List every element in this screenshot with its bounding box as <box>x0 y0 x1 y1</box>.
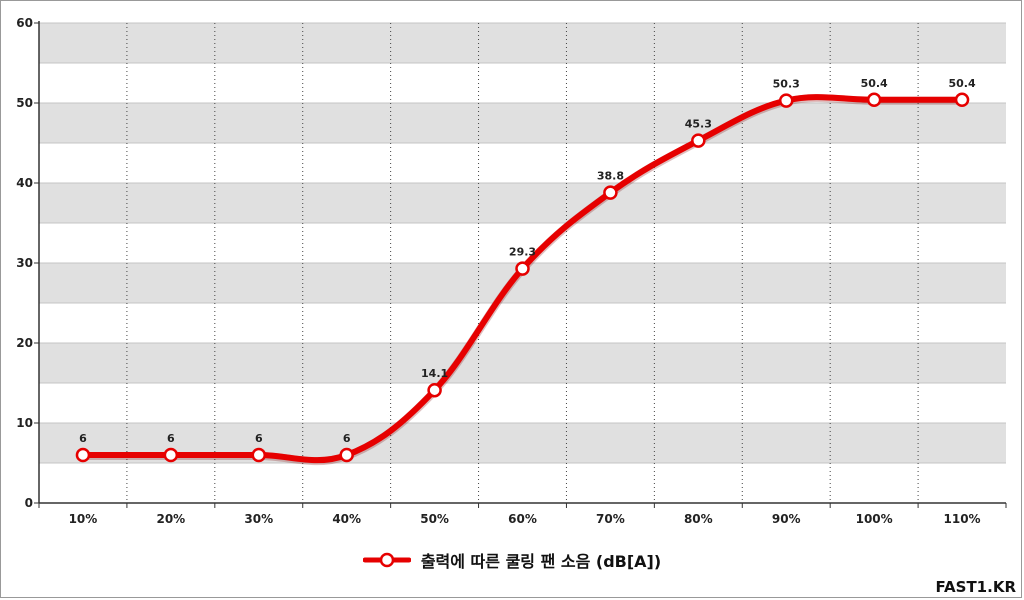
x-tick-label: 110% <box>944 512 981 526</box>
data-label: 50.3 <box>773 78 800 91</box>
x-tick-label: 10% <box>69 512 98 526</box>
x-tick-label: 20% <box>156 512 185 526</box>
grid-band <box>39 23 1006 63</box>
data-points <box>75 92 970 463</box>
x-tick-label: 30% <box>244 512 273 526</box>
data-label: 38.8 <box>597 170 624 183</box>
x-tick-label: 100% <box>856 512 893 526</box>
y-tick-label: 0 <box>25 496 33 510</box>
x-tick-labels: 10% 20% 30% 40% 50% 60% 70% 80% 90% 100% 110% <box>69 512 981 526</box>
legend-label: 출력에 따른 쿨링 팬 소음 (dB[A]) <box>420 552 662 571</box>
y-tick-labels: 0 10 20 30 40 50 60 <box>16 16 39 510</box>
data-point <box>163 447 179 463</box>
x-tick-label: 70% <box>596 512 625 526</box>
data-point <box>691 133 706 148</box>
x-tick-label: 40% <box>332 512 361 526</box>
data-label: 6 <box>79 432 87 445</box>
x-tick-label: 80% <box>684 512 713 526</box>
data-label: 6 <box>255 432 263 445</box>
data-label: 14.1 <box>421 367 448 380</box>
data-point <box>251 447 267 463</box>
data-point <box>603 185 618 200</box>
grid-band <box>39 343 1006 383</box>
data-label: 6 <box>167 432 175 445</box>
grid-band <box>39 103 1006 143</box>
y-tick-label: 50 <box>16 96 33 110</box>
x-tick-label: 90% <box>772 512 801 526</box>
data-point <box>427 382 442 398</box>
line-chart: 0 10 20 30 40 50 60 10% 20% 30% 40% 50% 60% 70% 80% 90… <box>16 16 1007 526</box>
vertical-grid-lines <box>126 23 919 503</box>
y-tick-label: 30 <box>16 256 33 270</box>
grid-bands <box>39 22 1006 464</box>
grid-band <box>39 183 1006 223</box>
x-tick-label: 50% <box>420 512 449 526</box>
data-point <box>954 92 970 108</box>
watermark: FAST1.KR <box>935 578 1016 596</box>
data-label: 45.3 <box>685 118 712 131</box>
data-label: 29.3 <box>509 246 536 259</box>
legend: 출력에 따른 쿨링 팬 소음 (dB[A]) <box>0 546 1024 574</box>
data-label: 50.4 <box>861 77 888 90</box>
legend-swatch <box>362 552 411 568</box>
data-point <box>339 447 354 463</box>
data-point <box>515 261 530 276</box>
y-tick-label: 40 <box>16 176 33 190</box>
data-point <box>75 447 91 463</box>
x-tick-label: 60% <box>508 512 537 526</box>
data-labels: 6 6 6 6 14.1 29.3 38.8 45.3 50.3 50.4 50.4 <box>79 77 976 445</box>
data-label: 6 <box>343 432 351 445</box>
data-point <box>778 93 794 108</box>
data-label: 50.4 <box>948 77 975 90</box>
y-tick-label: 60 <box>16 16 33 30</box>
y-tick-label: 20 <box>16 336 33 350</box>
y-tick-label: 10 <box>16 416 33 430</box>
data-point <box>866 92 882 108</box>
